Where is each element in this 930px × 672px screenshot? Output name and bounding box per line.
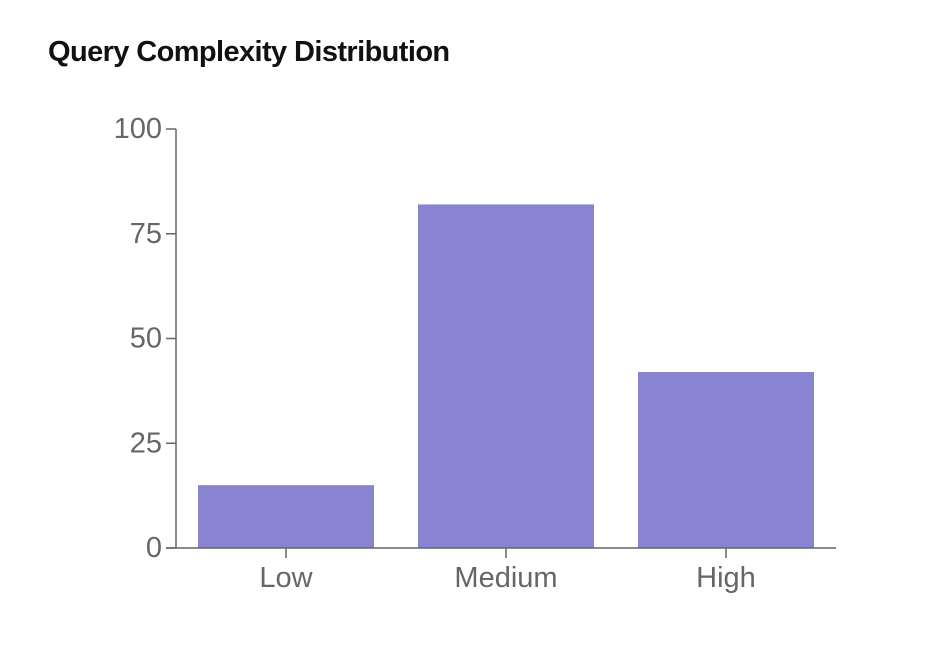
y-tick-label-50: 50 bbox=[130, 323, 162, 355]
y-tick-label-100: 100 bbox=[114, 113, 162, 145]
bar-medium bbox=[418, 204, 594, 549]
y-tick-label-0: 0 bbox=[146, 532, 162, 564]
chart-title: Query Complexity Distribution bbox=[48, 36, 450, 68]
x-tick-label-high: High bbox=[696, 562, 756, 594]
x-axis-ticks: Low Medium High bbox=[259, 548, 756, 594]
bars bbox=[198, 204, 814, 549]
x-tick-label-medium: Medium bbox=[454, 562, 557, 594]
y-tick-label-25: 25 bbox=[130, 427, 162, 459]
y-axis-ticks: 0 25 50 75 100 bbox=[114, 113, 176, 564]
y-tick-label-75: 75 bbox=[130, 218, 162, 250]
x-tick-label-low: Low bbox=[259, 562, 313, 594]
bar-low bbox=[198, 485, 374, 548]
bar-high bbox=[638, 372, 814, 548]
